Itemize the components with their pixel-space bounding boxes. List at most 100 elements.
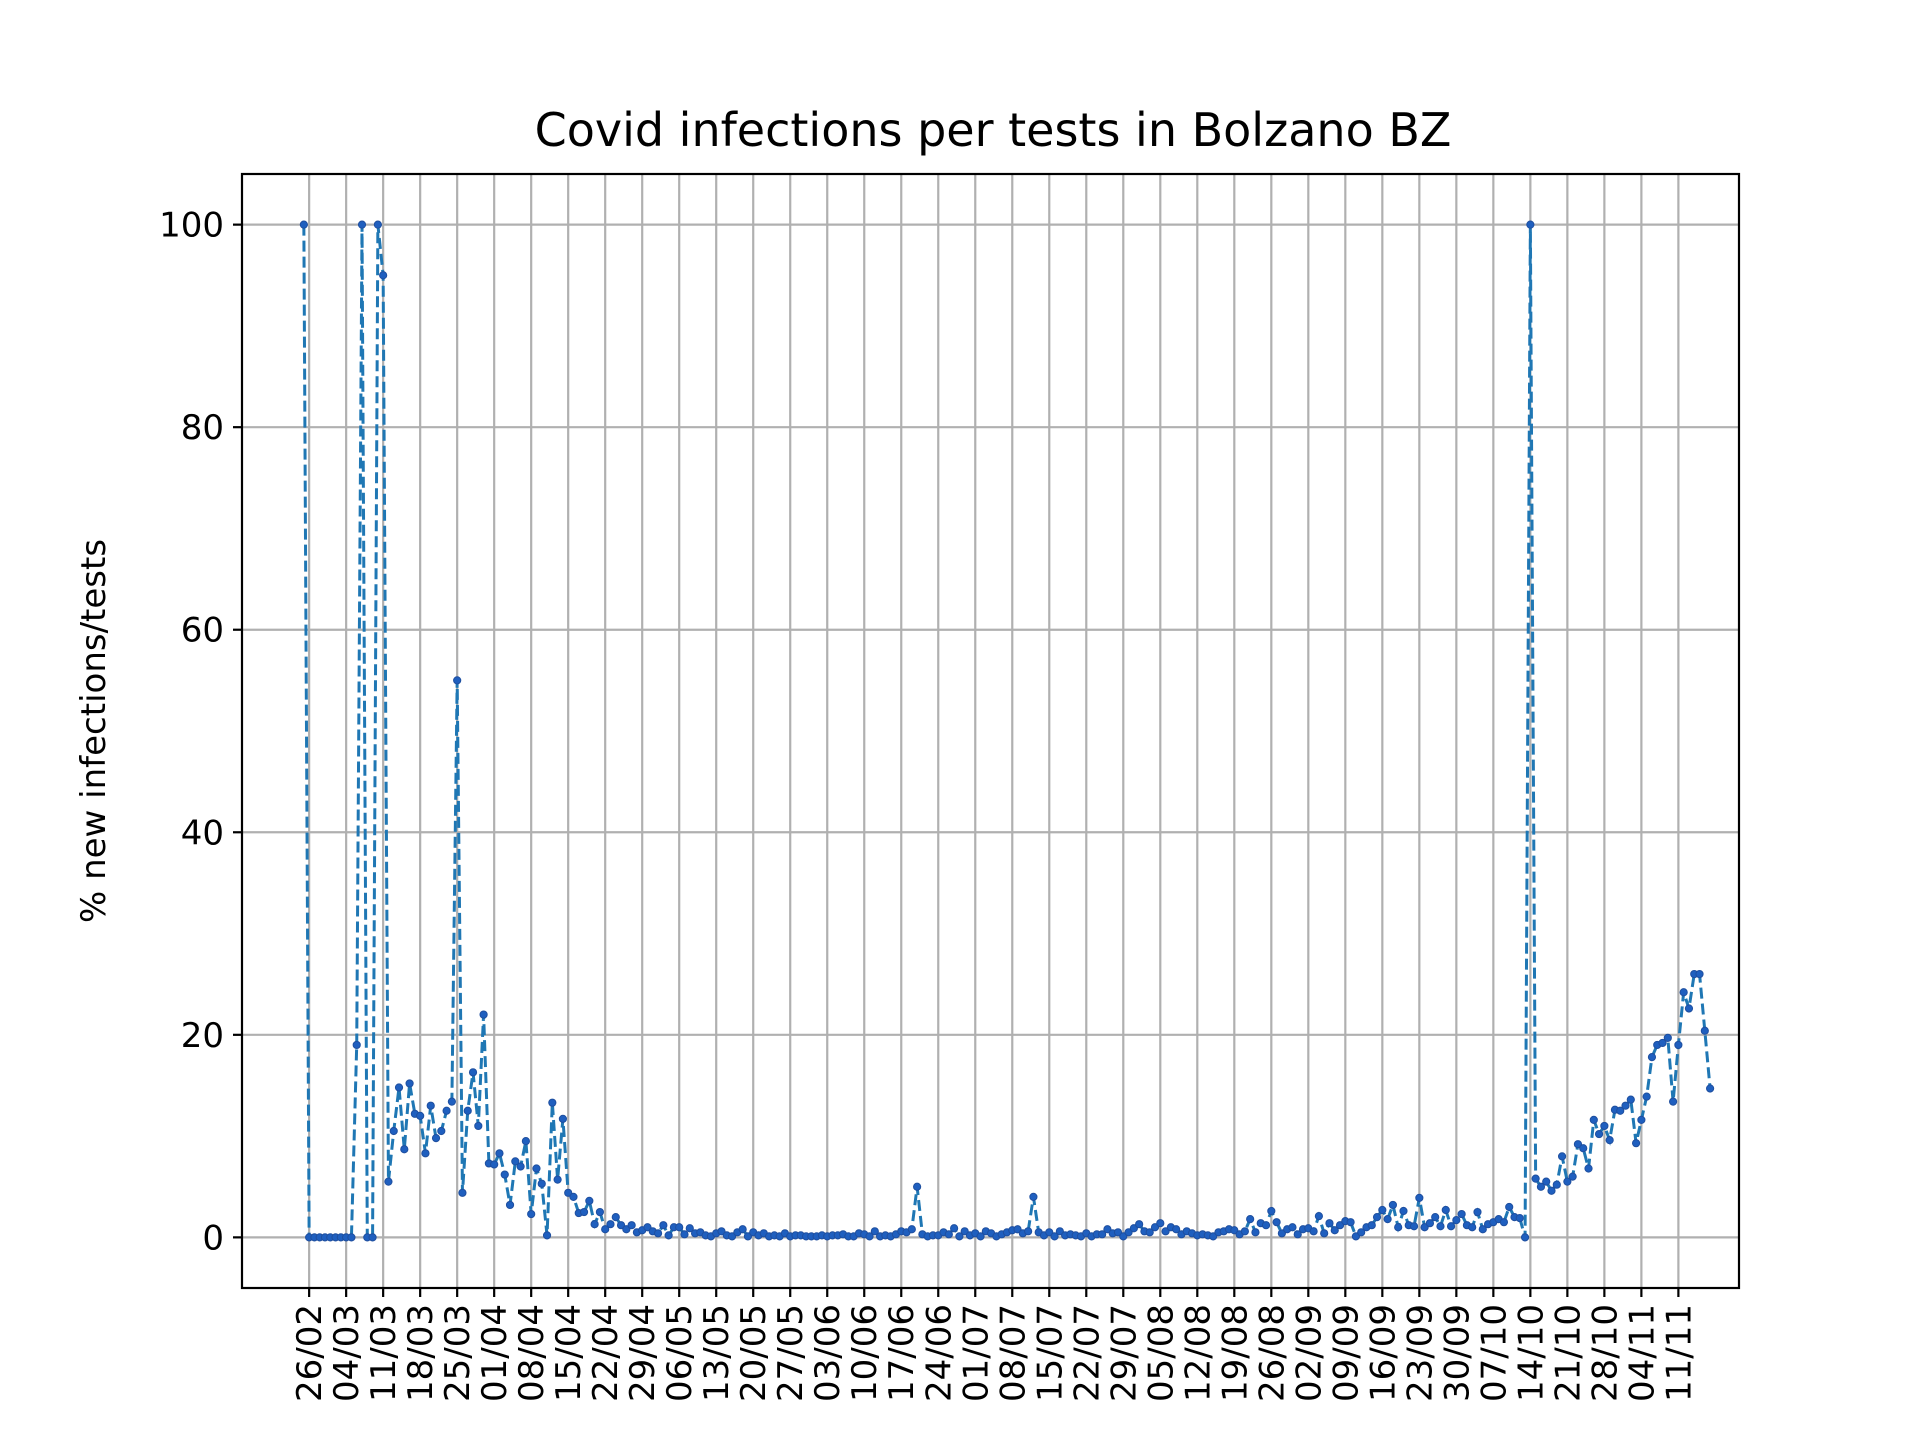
data-point-81 (727, 1232, 737, 1241)
data-point-200 (1357, 1228, 1366, 1237)
data-point-266 (1706, 1084, 1715, 1093)
data-point-242 (1579, 1144, 1588, 1153)
data-point-194 (1325, 1219, 1334, 1228)
data-point-239 (1563, 1177, 1572, 1186)
data-point-227 (1499, 1218, 1509, 1227)
data-point-254 (1642, 1092, 1651, 1101)
data-point-156 (1124, 1228, 1133, 1237)
data-point-222 (1473, 1207, 1482, 1217)
x-tick-label-24: 12/08 (1178, 1304, 1218, 1402)
data-point-34 (479, 1010, 488, 1019)
data-point-244 (1589, 1115, 1598, 1124)
data-point-247 (1605, 1136, 1614, 1145)
x-tick-label-21: 22/07 (1067, 1304, 1107, 1402)
data-point-251 (1626, 1095, 1635, 1104)
data-point-231 (1520, 1233, 1530, 1242)
data-point-191 (1309, 1227, 1318, 1236)
x-tick-label-28: 09/09 (1326, 1304, 1366, 1402)
x-tick-label-35: 28/10 (1585, 1304, 1625, 1402)
data-point-15 (379, 271, 388, 280)
data-point-31 (463, 1106, 472, 1115)
data-point-160 (1145, 1228, 1154, 1237)
data-point-25 (431, 1134, 441, 1143)
data-point-143 (1055, 1227, 1064, 1236)
data-point-57 (601, 1225, 610, 1234)
data-point-42 (521, 1137, 530, 1146)
data-point-38 (500, 1170, 509, 1179)
data-point-123 (950, 1224, 959, 1233)
data-point-43 (527, 1209, 536, 1219)
x-tick-label-10: 06/05 (660, 1304, 700, 1402)
data-point-9 (347, 1233, 356, 1242)
data-point-37 (495, 1149, 504, 1158)
data-point-246 (1600, 1121, 1609, 1131)
data-point-56 (595, 1207, 605, 1217)
data-point-240 (1568, 1172, 1577, 1181)
x-tick-label-33: 14/10 (1511, 1304, 1551, 1402)
data-point-259 (1669, 1097, 1678, 1106)
plot-frame (240, 172, 1741, 1290)
data-point-184 (1272, 1218, 1281, 1227)
x-tick-label-25: 19/08 (1215, 1304, 1255, 1402)
x-tick-label-32: 07/10 (1474, 1304, 1514, 1402)
y-axis-label: % new infections/tests (74, 539, 114, 923)
data-point-187 (1288, 1223, 1297, 1232)
data-point-69 (664, 1231, 673, 1240)
data-point-122 (944, 1230, 953, 1239)
data-point-217 (1446, 1222, 1456, 1231)
data-point-58 (606, 1220, 615, 1229)
data-point-60 (616, 1221, 626, 1230)
data-point-236 (1547, 1186, 1556, 1195)
data-point-257 (1658, 1038, 1667, 1048)
data-point-41 (516, 1162, 525, 1171)
data-point-30 (458, 1188, 467, 1197)
data-point-204 (1378, 1205, 1387, 1215)
data-point-249 (1616, 1106, 1625, 1115)
data-point-108 (870, 1227, 879, 1236)
data-point-20 (405, 1079, 414, 1088)
x-tick-label-13: 27/05 (771, 1304, 811, 1402)
data-point-243 (1584, 1164, 1593, 1173)
data-point-59 (611, 1213, 620, 1222)
data-point-258 (1663, 1033, 1672, 1042)
data-point-188 (1293, 1230, 1302, 1239)
data-point-22 (416, 1111, 425, 1120)
data-point-202 (1367, 1221, 1376, 1230)
data-point-47 (548, 1098, 557, 1107)
data-point-250 (1621, 1101, 1630, 1110)
data-point-33 (474, 1121, 483, 1131)
data-point-230 (1515, 1214, 1524, 1223)
x-tick-label-9: 29/04 (623, 1304, 663, 1402)
x-tick-label-8: 22/04 (586, 1304, 626, 1402)
data-point-262 (1684, 1004, 1694, 1013)
x-tick-label-12: 20/05 (734, 1304, 774, 1402)
y-tick-label-1: 20 (181, 1016, 224, 1056)
data-point-228 (1505, 1202, 1514, 1212)
series-layer (299, 220, 1715, 1242)
data-point-155 (1119, 1232, 1128, 1241)
x-tick-label-26: 26/08 (1252, 1304, 1292, 1402)
x-tick-label-6: 08/04 (512, 1304, 552, 1402)
data-point-39 (505, 1200, 515, 1210)
data-point-68 (659, 1221, 668, 1230)
data-point-67 (653, 1229, 663, 1238)
x-tick-label-3: 18/03 (401, 1304, 441, 1402)
x-tick-label-7: 15/04 (549, 1304, 589, 1402)
data-point-55 (590, 1220, 599, 1229)
x-axis: 26/0204/0311/0318/0325/0301/0408/0415/04… (290, 1288, 1699, 1402)
data-point-142 (1050, 1232, 1059, 1241)
data-point-253 (1637, 1115, 1646, 1124)
data-point-152 (1103, 1225, 1112, 1234)
data-point-28 (447, 1097, 456, 1106)
data-point-207 (1394, 1223, 1403, 1232)
data-point-199 (1351, 1232, 1361, 1241)
data-point-125 (960, 1227, 969, 1236)
data-point-124 (955, 1232, 964, 1241)
x-tick-label-34: 21/10 (1548, 1304, 1588, 1402)
data-point-13 (368, 1233, 377, 1242)
data-point-179 (1246, 1215, 1255, 1224)
y-tick-label-4: 80 (181, 408, 224, 448)
data-point-260 (1674, 1040, 1683, 1050)
data-point-214 (1431, 1213, 1440, 1222)
